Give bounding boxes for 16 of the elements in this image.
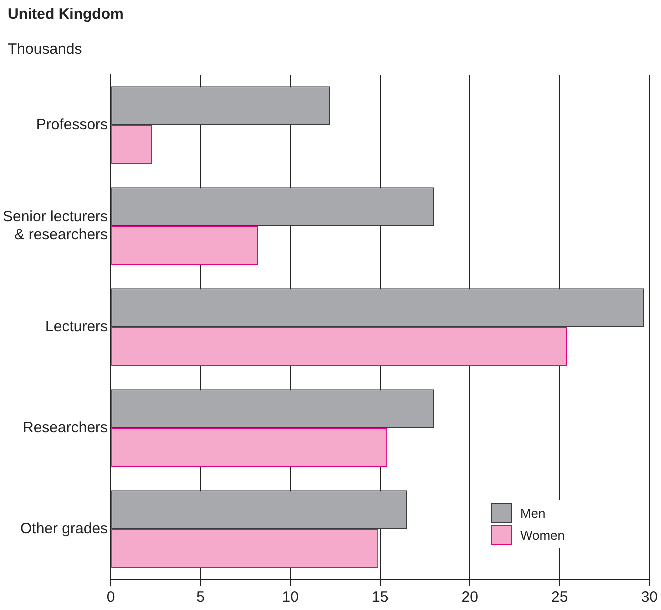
y-tick-label: Other grades <box>20 520 108 538</box>
x-tick-label: 20 <box>462 589 478 606</box>
y-tick-label: Lecturers <box>46 318 108 336</box>
y-tick-label: Researchers <box>22 420 108 437</box>
x-tick-label: 0 <box>106 589 116 606</box>
chart-title: United Kingdom <box>8 6 124 23</box>
legend-label: Men <box>520 506 546 520</box>
y-tick-label: Professors <box>36 116 108 134</box>
chart-subtitle: Thousands <box>8 41 82 58</box>
x-tick-label: 10 <box>282 589 299 606</box>
x-tick-label: 30 <box>641 589 658 606</box>
x-tick-label: 25 <box>552 589 568 606</box>
x-tick-label: 15 <box>372 589 389 606</box>
legend-label: Women <box>520 528 565 542</box>
y-tick-label: Senior lecturers & researchers <box>2 208 108 244</box>
x-tick-label: 5 <box>196 589 205 606</box>
